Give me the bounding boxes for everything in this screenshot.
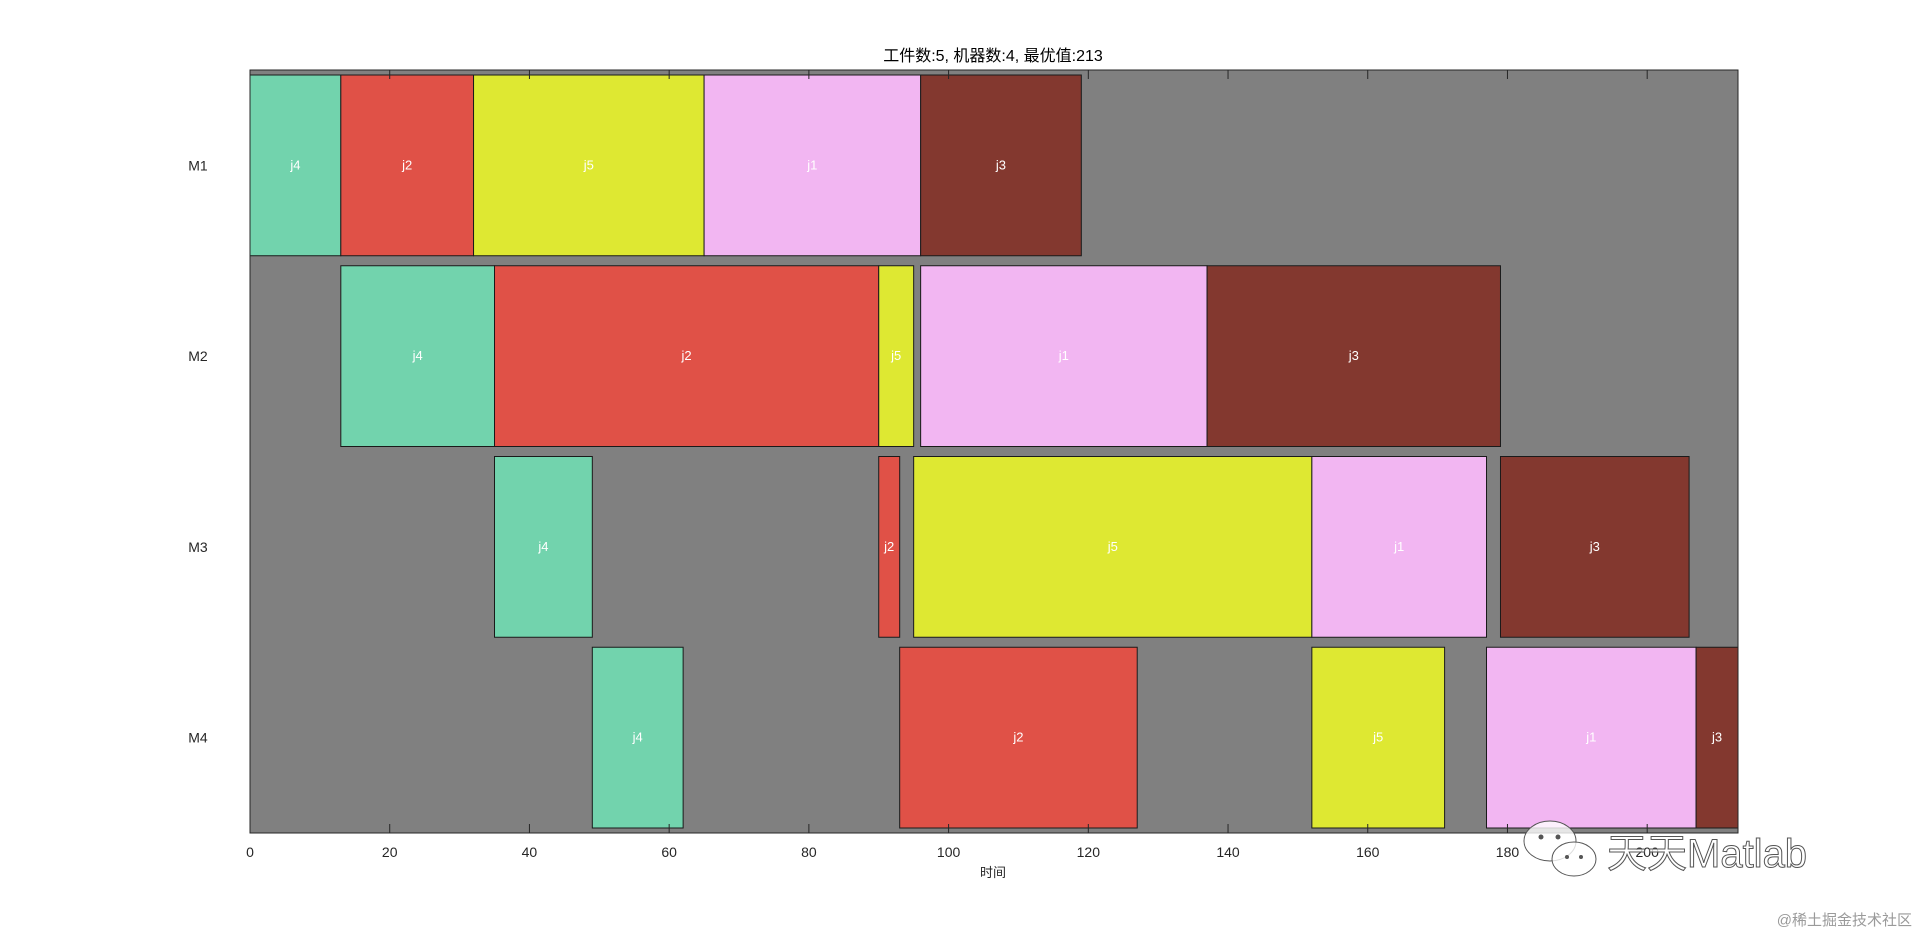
- task-label-m4-j2: j2: [1012, 730, 1023, 745]
- task-bar-m2-j4: [340, 265, 496, 447]
- task-label-m3-j5: j5: [1107, 539, 1118, 554]
- task-label-m1-j5: j5: [583, 157, 594, 172]
- task-label-m2-j5: j5: [890, 348, 901, 363]
- task-bar-m1-j5: [473, 74, 705, 257]
- task-bar-m4-j3: [1695, 646, 1739, 829]
- x-tick-label-180: 180: [1496, 844, 1520, 860]
- wechat-icon: [1523, 820, 1597, 877]
- x-tick-label-20: 20: [382, 844, 398, 860]
- task-label-m2-j4: j4: [412, 348, 423, 363]
- task-bar-m2-j3: [1206, 265, 1501, 447]
- task-bar-m1-j3: [920, 74, 1082, 257]
- task-label-m3-j3: j3: [1589, 539, 1600, 554]
- task-bar-m1-j4: [249, 74, 342, 257]
- task-bar-m4-j4: [591, 646, 684, 829]
- x-axis-ticks: 0 20 40 60 80 100 120 140 160 180 200: [246, 70, 1659, 860]
- task-bar-m3-j2: [878, 456, 901, 638]
- watermark: 天天Matlab: [1523, 820, 1808, 877]
- x-tick-label-140: 140: [1216, 844, 1240, 860]
- machine-label-m2: M2: [188, 348, 208, 364]
- x-tick-label-80: 80: [801, 844, 817, 860]
- task-label-m4-j3: j3: [1711, 730, 1722, 745]
- task-bar-m4-j5: [1311, 646, 1446, 829]
- x-tick-label-160: 160: [1356, 844, 1380, 860]
- task-label-m3-j4: j4: [537, 539, 548, 554]
- task-label-m1-j3: j3: [995, 157, 1006, 172]
- task-bars: j4 j2 j5 j1 j3 j4 j2 j5 j1 j3 j4 j2 j5 j1 j3 j4 j2 j5 j1 j3: [249, 74, 1739, 829]
- x-tick-label-40: 40: [522, 844, 538, 860]
- task-bar-m1-j1: [703, 74, 922, 257]
- chart-title: 工件数:5, 机器数:4, 最优值:213: [883, 47, 1103, 65]
- task-bar-m3-j5: [913, 456, 1313, 638]
- watermark-text: 天天Matlab: [1607, 832, 1807, 876]
- x-tick-label-100: 100: [937, 844, 961, 860]
- task-bar-m3-j4: [494, 456, 593, 638]
- task-bar-m2-j2: [494, 265, 880, 447]
- x-tick-label-200: 200: [1636, 844, 1660, 860]
- task-label-m4-j5: j5: [1372, 730, 1383, 745]
- task-label-m2-j3: j3: [1348, 348, 1359, 363]
- task-label-m1-j2: j2: [401, 157, 412, 172]
- plot-frame: [249, 69, 1739, 834]
- task-bar-m3-j1: [1311, 456, 1488, 638]
- x-axis-label: 时间: [980, 865, 1006, 880]
- task-bar-m2-j5: [878, 265, 915, 447]
- machine-label-m4: M4: [188, 730, 208, 746]
- x-tick-label-120: 120: [1077, 844, 1101, 860]
- task-bar-m2-j1: [920, 265, 1208, 447]
- task-label-m4-j1: j1: [1585, 730, 1596, 745]
- task-label-m1-j1: j1: [806, 157, 817, 172]
- task-bar-m4-j1: [1486, 646, 1697, 829]
- task-bar-m3-j3: [1499, 456, 1690, 638]
- task-bar-m4-j2: [899, 646, 1138, 829]
- machine-label-m3: M3: [188, 539, 208, 555]
- machine-labels: M1 M2 M3 M4: [188, 157, 208, 745]
- task-label-m1-j4: j4: [289, 157, 300, 172]
- task-label-m4-j4: j4: [632, 730, 643, 745]
- task-label-m2-j2: j2: [681, 348, 692, 363]
- corner-credit: @稀土掘金技术社区: [1777, 912, 1912, 929]
- machine-label-m1: M1: [188, 157, 208, 173]
- task-label-m2-j1: j1: [1058, 348, 1069, 363]
- task-label-m3-j1: j1: [1393, 539, 1404, 554]
- x-tick-label-60: 60: [661, 844, 677, 860]
- task-label-m3-j2: j2: [883, 539, 894, 554]
- x-tick-label-0: 0: [246, 844, 254, 860]
